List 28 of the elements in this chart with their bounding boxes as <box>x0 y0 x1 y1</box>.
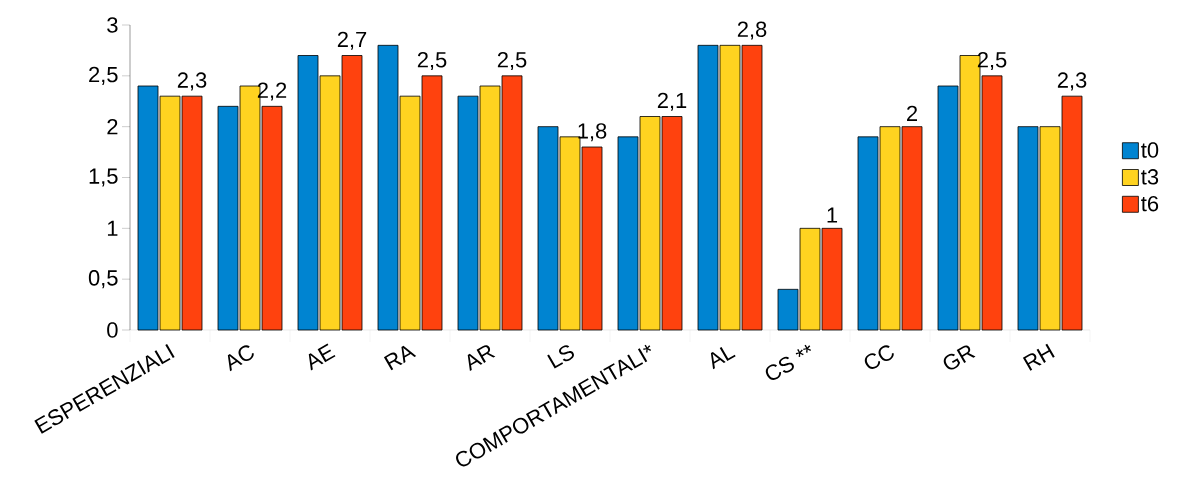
legend-label: t3 <box>1141 169 1159 185</box>
x-tick-label: RA <box>383 345 417 371</box>
data-label: 1 <box>827 207 838 223</box>
y-tick-label: 0 <box>107 322 118 338</box>
data-label: 1,8 <box>578 123 607 142</box>
x-tick-label: CC <box>864 345 894 369</box>
y-tick-label: 2,5 <box>89 66 118 85</box>
y-tick-label: 1,5 <box>89 168 118 187</box>
y-tick-label: 0,5 <box>88 270 118 289</box>
x-tick-label: AL <box>710 346 736 370</box>
legend-label: t6 <box>1141 195 1159 212</box>
data-label: 2,3 <box>177 72 207 91</box>
data-label: 2 <box>907 105 918 121</box>
legend-label: t0 <box>1141 142 1159 158</box>
data-label: 2,3 <box>1057 72 1087 91</box>
y-tick-label: 3 <box>107 17 118 33</box>
data-label: 2,1 <box>657 92 687 111</box>
x-tick-label: AE <box>308 343 336 371</box>
data-label: 2,7 <box>337 31 367 50</box>
data-label: 2,5 <box>417 52 447 71</box>
x-tick-label: AC <box>227 345 254 372</box>
x-tick-label: GR <box>943 345 976 370</box>
x-tick-label: RH <box>1022 343 1055 371</box>
data-label: 2,8 <box>737 21 767 40</box>
y-tick-label: 2 <box>107 119 118 135</box>
x-tick-label: CS ** <box>765 344 812 380</box>
data-label: 2,5 <box>497 52 527 71</box>
y-tick-label: 1 <box>107 220 118 236</box>
